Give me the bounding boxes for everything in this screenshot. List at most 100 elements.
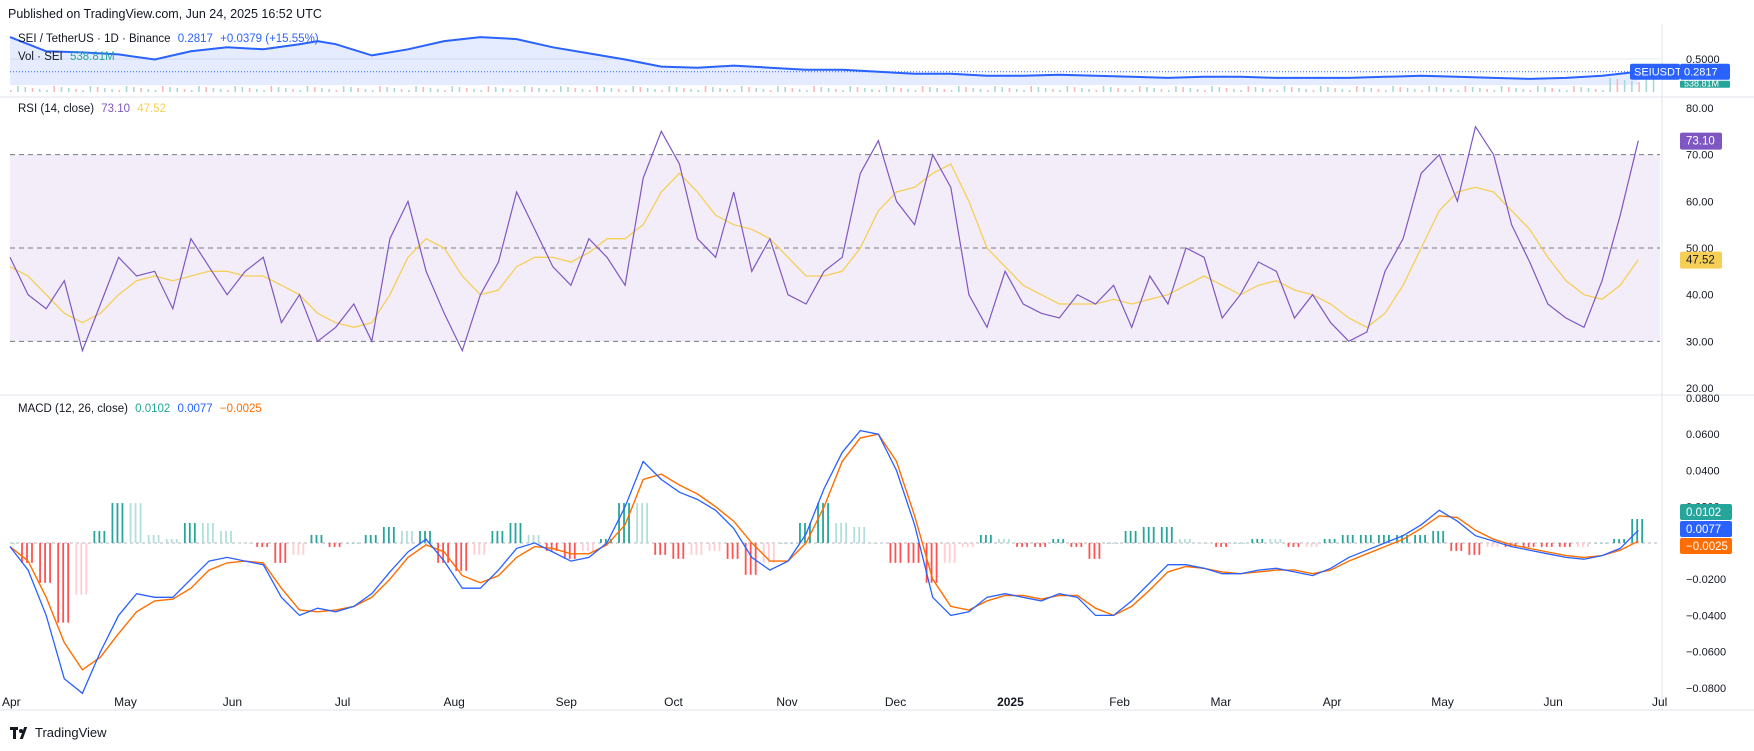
last-price: 0.2817 <box>177 33 213 45</box>
macd-histogram-bar <box>623 503 625 543</box>
macd-histogram-bar <box>1623 538 1625 543</box>
macd-histogram-bar <box>98 530 101 543</box>
volume-bar <box>972 88 975 92</box>
macd-histogram-bar <box>1442 530 1445 543</box>
rsi-value-tag-text: 73.10 <box>1686 136 1715 148</box>
time-axis-label: Nov <box>776 695 797 709</box>
macd-histogram-bar <box>537 534 540 543</box>
macd-histogram-bar <box>1147 526 1150 543</box>
volume-bar <box>1638 82 1640 92</box>
volume-bar <box>480 90 482 92</box>
macd-histogram-bar <box>230 530 232 543</box>
volume-bar <box>38 89 41 92</box>
macd-histogram-bar <box>460 542 463 571</box>
volume-bar <box>509 89 511 92</box>
volume-bar <box>1052 89 1054 92</box>
macd-histogram-bar <box>672 542 675 559</box>
macd-histogram-bar <box>1328 538 1331 543</box>
volume-bar <box>1536 86 1539 92</box>
volume-bar <box>161 86 164 92</box>
volume-bar <box>1645 78 1648 92</box>
price-change: +0.0379 (+15.55%) <box>220 33 319 45</box>
macd-histogram-bar <box>183 523 186 543</box>
macd-histogram-bar <box>1455 542 1458 551</box>
volume-bar <box>733 90 736 92</box>
volume-bar <box>958 86 960 92</box>
time-axis-label: Jun <box>223 695 242 709</box>
volume-bar <box>234 86 236 92</box>
volume-bar <box>1088 89 1090 92</box>
volume-bar <box>1081 88 1083 92</box>
rsi-value-tag <box>1680 132 1722 150</box>
macd-histogram-bar <box>1287 542 1290 547</box>
volume-bar <box>1327 87 1329 92</box>
macd-histogram-bar <box>333 542 336 547</box>
price-tag <box>1680 63 1730 80</box>
volume-bar <box>1479 88 1481 92</box>
macd-tick-label: −0.0200 <box>1686 574 1726 586</box>
volume-bar <box>914 90 917 92</box>
volume-bar <box>1254 87 1257 92</box>
macd-histogram-bar <box>134 503 137 543</box>
macd-histogram <box>13 503 1644 623</box>
volume-bar <box>1493 90 1496 92</box>
volume-bar <box>313 87 316 92</box>
volume-bar <box>1515 88 1517 92</box>
volume-bar <box>1044 88 1047 92</box>
macd-histogram-bar <box>1540 542 1543 547</box>
volume-bar <box>1392 86 1394 92</box>
macd-histogram-bar <box>455 542 458 571</box>
volume-bar <box>1037 87 1040 92</box>
volume-bar <box>256 89 258 92</box>
macd-histogram-bar <box>1093 542 1096 559</box>
volume-value: 538.81M <box>69 51 115 63</box>
macd-histogram-bar <box>713 542 716 551</box>
macd-histogram-bar <box>618 503 620 543</box>
volume-bar <box>1580 87 1582 92</box>
volume-bar <box>1399 87 1402 92</box>
volume-bar <box>1167 90 1170 92</box>
volume-bar <box>1356 86 1358 92</box>
volume-bar <box>994 86 996 92</box>
volume-bar <box>560 86 562 92</box>
histogram-value-tag-text: −0.0025 <box>1686 541 1728 553</box>
volume-bar <box>979 89 982 92</box>
macd-histogram-bar <box>411 530 413 543</box>
macd-histogram-bar <box>1346 534 1349 543</box>
macd-histogram-bar <box>338 542 341 547</box>
volume-bar <box>46 90 48 92</box>
macd-histogram-bar <box>1532 542 1535 547</box>
macd-histogram-bar <box>202 523 204 543</box>
volume-bar <box>1594 89 1597 92</box>
macd-histogram-bar <box>39 542 41 583</box>
volume-bar <box>943 89 946 92</box>
tradingview-brand[interactable]: TradingView <box>10 725 107 740</box>
time-axis-label: Apr <box>1323 695 1342 709</box>
volume-bar <box>1110 87 1112 92</box>
volume-bar <box>104 88 106 92</box>
volume-bar <box>711 87 714 92</box>
volume-bar <box>892 87 895 92</box>
volume-bar <box>929 87 931 92</box>
macd-histogram-bar <box>853 526 856 543</box>
macd-histogram-bar <box>279 542 282 563</box>
volume-bar <box>545 89 548 92</box>
macd-histogram-bar <box>979 534 982 543</box>
macd-histogram-bar <box>483 542 486 555</box>
volume-bar <box>393 88 396 92</box>
volume-bar <box>1160 89 1163 92</box>
macd-histogram-bar <box>165 538 168 543</box>
macd-histogram-bar <box>328 542 331 547</box>
macd-histogram-bar <box>708 542 711 551</box>
rsi-ma-value: 47.52 <box>137 103 167 115</box>
volume-bar <box>473 89 475 92</box>
macd-histogram-bar <box>1233 542 1236 544</box>
volume-bar <box>1312 90 1315 92</box>
volume-bar <box>371 90 374 92</box>
volume-bar <box>502 88 504 92</box>
macd-histogram-bar <box>80 542 83 595</box>
volume-bar <box>835 89 837 92</box>
volume-bar <box>1609 78 1611 92</box>
volume-bar <box>212 88 215 92</box>
